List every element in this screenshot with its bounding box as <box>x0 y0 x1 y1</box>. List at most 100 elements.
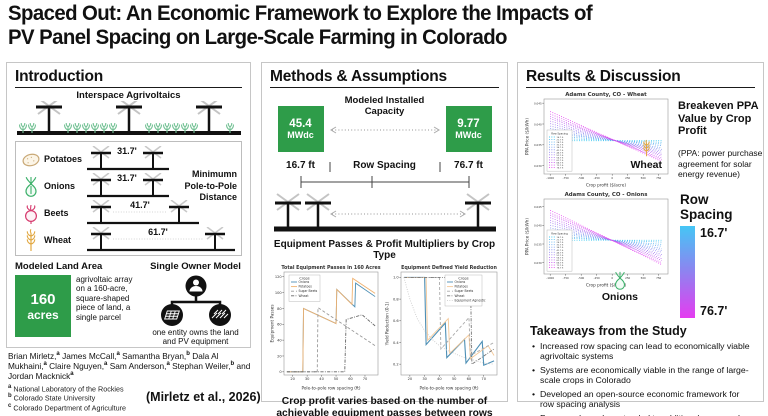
equipment-charts-heading: Equipment Passes & Profit Multipliers by… <box>273 239 496 261</box>
svg-text:26.7 ft: 26.7 ft <box>557 241 564 244</box>
crop-row-potatoes: Potatoes 31.7' <box>21 145 239 172</box>
poster-title-line2: PV Panel Spacing on Large-Scale Farming … <box>8 25 508 49</box>
svg-text:16.7 ft: 16.7 ft <box>557 136 564 139</box>
svg-text:0.040: 0.040 <box>534 122 542 126</box>
distance-label: 41.7' <box>130 199 150 210</box>
panel-results: Results & Discussion Adams County, CO - … <box>517 62 764 416</box>
svg-text:Equipment Defined Yield Reduct: Equipment Defined Yield Reduction <box>401 265 497 271</box>
crop-row-wheat: Wheat 61.7' <box>21 226 239 253</box>
svg-text:70: 70 <box>363 377 368 381</box>
svg-text:0.035: 0.035 <box>534 143 542 147</box>
svg-text:Adams County, CO - Onions: Adams County, CO - Onions <box>565 192 648 198</box>
svg-text:0.4: 0.4 <box>393 341 399 345</box>
row-spacing-legend: Row Spacing 16.7' 76.7' <box>680 192 763 318</box>
svg-text:0.2: 0.2 <box>393 362 399 366</box>
svg-text:40: 40 <box>319 377 324 381</box>
svg-text:41.7 ft: 41.7 ft <box>557 249 564 252</box>
svg-text:-750: -750 <box>563 276 569 280</box>
svg-text:30: 30 <box>422 377 427 381</box>
interspace-agrivoltaics-label: Interspace Agrivoltaics <box>76 90 181 101</box>
svg-text:Row Spacing: Row Spacing <box>551 131 568 135</box>
svg-text:Equipment Agnostic: Equipment Agnostic <box>455 298 486 302</box>
svg-text:Row Spacing: Row Spacing <box>551 231 568 235</box>
panel-introduction: Introduction Interspace Agrivoltaics Pot… <box>6 62 251 348</box>
svg-text:46.7 ft: 46.7 ft <box>557 151 564 154</box>
capacity-left-box: 45.4 MWdc <box>277 106 324 152</box>
svg-text:41.7 ft: 41.7 ft <box>557 149 564 152</box>
onions-chart-wrap: Adams County, CO - Onions Crop profit ($/… <box>524 190 672 318</box>
row-spacing-label: Row Spacing <box>353 160 416 171</box>
row-spacing-max: 76.7 ft <box>454 160 483 171</box>
crop-name: Wheat <box>44 234 71 245</box>
svg-text:60: 60 <box>348 377 353 381</box>
svg-text:-1000: -1000 <box>546 276 554 280</box>
row-spacing-max-label: 76.7' <box>700 304 728 318</box>
svg-text:31.7 ft: 31.7 ft <box>557 144 564 147</box>
svg-text:40: 40 <box>277 338 282 342</box>
svg-text:40: 40 <box>437 377 442 381</box>
crop-name: Onions <box>44 180 75 191</box>
land-area-heading: Modeled Land Area <box>15 261 103 272</box>
svg-text:Yield Reduction (0-1): Yield Reduction (0-1) <box>385 301 390 346</box>
svg-text:Sugar Beets: Sugar Beets <box>455 289 474 293</box>
svg-text:0.6: 0.6 <box>393 319 399 323</box>
poster-title-strong: Spaced Out: <box>8 2 122 25</box>
equipment-passes-chart: Total Equipment Passes in 160 Acres Pole-… <box>269 263 381 391</box>
row-spacing-min: 16.7 ft <box>286 160 315 171</box>
wheat-chart-wrap: Adams County, CO - Wheat Crop profit ($/a… <box>524 90 672 188</box>
panel-methods: Methods & Assumptions Modeled Installed … <box>261 62 508 416</box>
svg-text:-500: -500 <box>578 276 584 280</box>
acreage-unit: acres <box>27 307 59 322</box>
svg-text:-250: -250 <box>594 176 600 180</box>
svg-text:56.7 ft: 56.7 ft <box>557 156 564 159</box>
svg-text:0.045: 0.045 <box>534 101 542 105</box>
row-spacing-gradient-bar <box>680 226 695 318</box>
crop-name: Beets <box>44 207 69 218</box>
spacing-diagram-wheat: 61.7' <box>87 226 237 253</box>
capacity-left-value: 45.4 <box>289 118 312 130</box>
row-spacing-legend-title: Row Spacing <box>680 192 733 222</box>
svg-text:Wheat: Wheat <box>299 294 310 298</box>
svg-text:60: 60 <box>277 323 282 327</box>
svg-text:250: 250 <box>625 276 630 280</box>
svg-text:51.7 ft: 51.7 ft <box>557 254 564 257</box>
spacing-diagram-onions: 31.7' <box>87 172 237 199</box>
svg-text:Adams County, CO - Wheat: Adams County, CO - Wheat <box>565 92 647 98</box>
beet-icon <box>24 204 38 224</box>
wheat-badge-label: Wheat <box>630 158 663 171</box>
svg-text:66.7 ft: 66.7 ft <box>557 162 564 165</box>
svg-text:0.040: 0.040 <box>534 224 542 228</box>
citation: (Mirletz et al., 2026) <box>146 390 261 404</box>
wheat-badge: Wheat <box>630 136 663 171</box>
svg-text:Crop profit ($/acre): Crop profit ($/acre) <box>586 283 626 288</box>
svg-text:0: 0 <box>611 276 613 280</box>
svg-text:26.7 ft: 26.7 ft <box>557 141 564 144</box>
svg-text:0: 0 <box>611 176 613 180</box>
capacity-label: Modeled Installed Capacity <box>344 95 425 117</box>
svg-text:46.7 ft: 46.7 ft <box>557 251 564 254</box>
methods-heading: Methods & Assumptions <box>270 68 447 85</box>
svg-text:Total Equipment Passes in 160: Total Equipment Passes in 160 Acres <box>281 265 380 271</box>
takeaways-heading: Takeaways from the Study <box>530 324 687 338</box>
svg-text:51.7 ft: 51.7 ft <box>557 154 564 157</box>
svg-text:30: 30 <box>305 377 310 381</box>
svg-text:Potatoes: Potatoes <box>299 285 313 289</box>
introduction-heading: Introduction <box>15 68 103 85</box>
svg-text:500: 500 <box>641 176 646 180</box>
row-spacing-min-label: 16.7' <box>700 226 728 240</box>
svg-text:Crops: Crops <box>299 276 309 280</box>
svg-text:80: 80 <box>277 307 282 311</box>
crop-row-beets: Beets 41.7' <box>21 199 239 226</box>
capacity-right-box: 9.77 MWdc <box>445 106 492 152</box>
capacity-diagram-lines <box>273 126 496 232</box>
svg-text:71.7 ft: 71.7 ft <box>557 264 564 267</box>
single-owner-icon <box>160 275 231 326</box>
svg-text:-500: -500 <box>578 176 584 180</box>
footnote-list: a National Laboratory of the Rockies b Co… <box>8 384 127 413</box>
yield-reduction-chart: Equipment Defined Yield Reduction Pole-to… <box>384 263 500 391</box>
svg-text:Onions: Onions <box>299 280 310 284</box>
svg-text:Pole-to-pole row spacing (ft): Pole-to-pole row spacing (ft) <box>419 386 478 391</box>
spacing-diagram-potatoes: 31.7' <box>87 145 237 172</box>
wheat-icon <box>26 228 36 251</box>
svg-text:0.030: 0.030 <box>534 164 542 168</box>
